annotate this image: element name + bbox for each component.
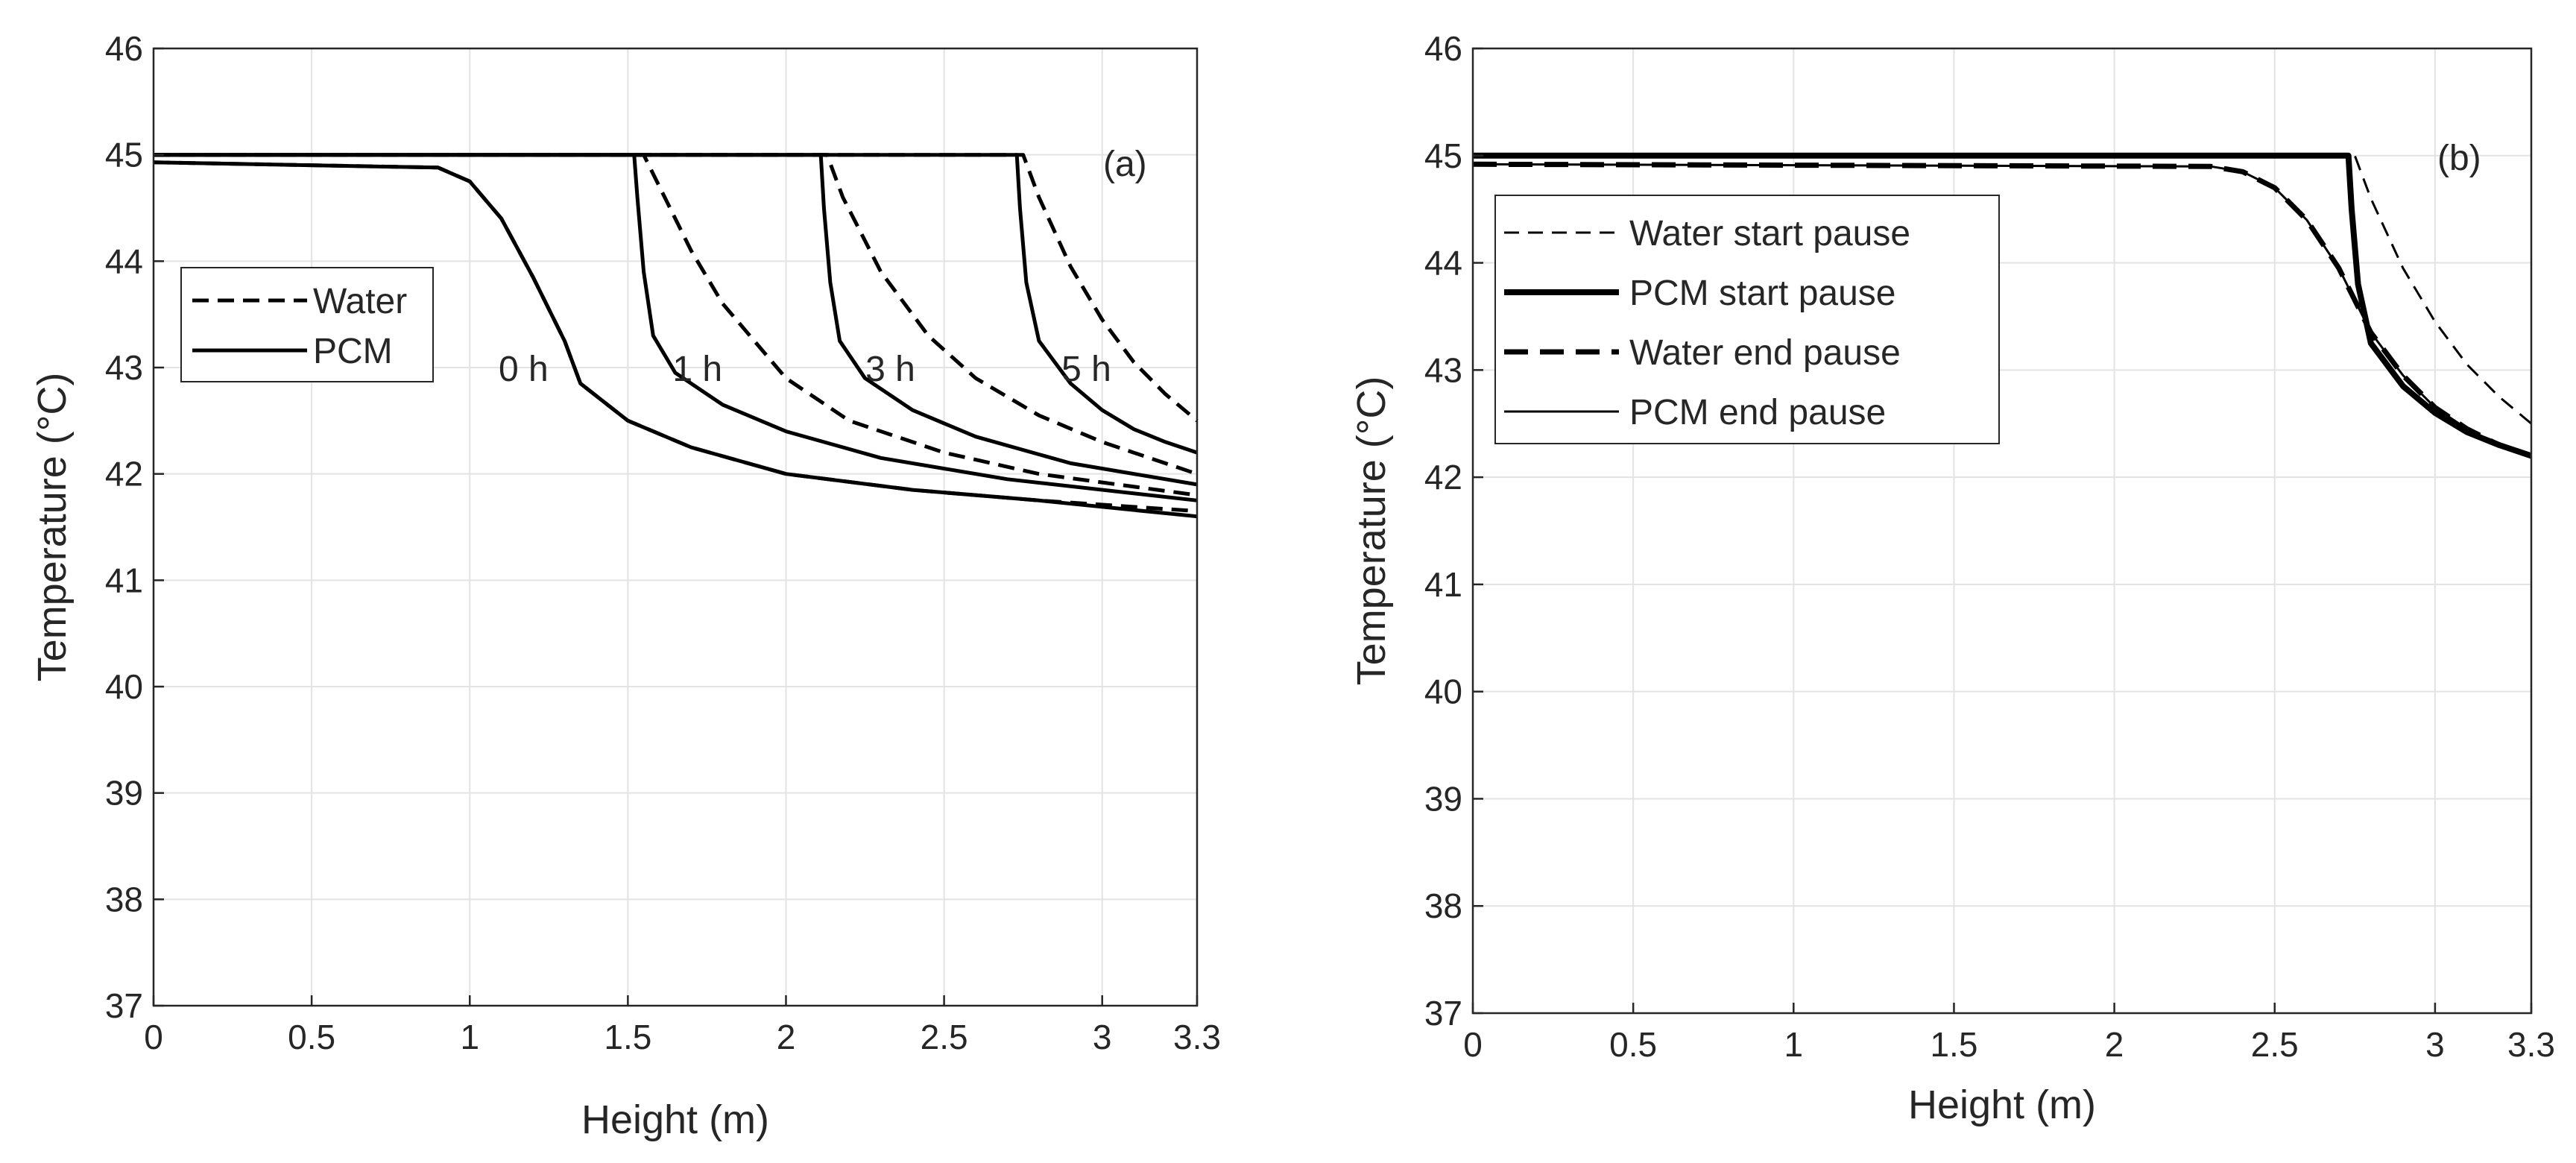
y-tick-label: 41 bbox=[105, 561, 143, 599]
curve-label-1-h: 1 h bbox=[672, 350, 722, 389]
panel-a-xticks: 0 0.5 1 1.5 2 2.5 3 3.3 bbox=[144, 995, 1221, 1056]
panel-a-legend: Water PCM bbox=[180, 267, 434, 382]
legend-label-water-end-pause: Water end pause bbox=[1629, 333, 1901, 373]
series-line-pcm-start-pause bbox=[1473, 152, 2533, 459]
panel-a: 0 0.5 1 1.5 2 2.5 3 3.3 37 38 39 40 41 42 43 44 45 46 He… bbox=[30, 29, 1221, 1142]
legend-label-water: Water bbox=[313, 282, 407, 321]
x-tick-label: 1 bbox=[1784, 1025, 1804, 1064]
y-tick-label: 45 bbox=[105, 136, 143, 174]
panel-b-legend: Water start pause PCM start pause Water … bbox=[1494, 195, 2000, 444]
panel-b-axes-box bbox=[1471, 47, 2533, 1015]
y-tick-label: 43 bbox=[105, 348, 143, 387]
legend-label-water-start-pause: Water start pause bbox=[1629, 214, 1910, 253]
x-tick-label: 1 bbox=[460, 1018, 479, 1056]
panel-b-xlabel: Height (m) bbox=[1908, 1082, 2096, 1127]
legend-label-pcm: PCM bbox=[313, 332, 393, 371]
y-tick-label: 46 bbox=[1424, 29, 1462, 68]
panel-b-grid bbox=[1472, 48, 2532, 1014]
x-tick-label: 3 bbox=[2425, 1025, 2445, 1064]
panel-a-legend-box bbox=[180, 267, 434, 382]
curve-label-5-h: 5 h bbox=[1061, 350, 1111, 389]
y-tick-label: 40 bbox=[105, 667, 143, 706]
y-tick-label: 40 bbox=[1424, 672, 1462, 711]
series-line-pcm-1-h bbox=[154, 153, 1198, 502]
series-line-pcm-3-h bbox=[154, 153, 1198, 487]
x-tick-label: 1.5 bbox=[1930, 1025, 1977, 1064]
curve-label-0-h: 0 h bbox=[499, 350, 549, 389]
x-tick-label: 2.5 bbox=[2251, 1025, 2299, 1064]
panel-b-ylabel: Temperature (°C) bbox=[1349, 376, 1394, 686]
x-tick-label: 3.3 bbox=[1173, 1018, 1221, 1056]
panel-b-series bbox=[1472, 152, 2533, 459]
y-tick-label: 41 bbox=[1424, 565, 1462, 604]
series-line-water-1-h bbox=[154, 153, 1198, 497]
x-tick-label: 2 bbox=[2105, 1025, 2124, 1064]
x-tick-label: 1.5 bbox=[604, 1018, 651, 1056]
y-tick-label: 37 bbox=[105, 986, 143, 1025]
x-tick-label: 2 bbox=[777, 1018, 796, 1056]
y-tick-label: 39 bbox=[1424, 779, 1462, 818]
series-line-water-start-pause bbox=[1473, 154, 2532, 425]
panel-a-xlabel: Height (m) bbox=[581, 1097, 769, 1142]
y-tick-label: 42 bbox=[1424, 458, 1462, 497]
series-line-water-5-h bbox=[154, 153, 1199, 423]
x-tick-label: 0 bbox=[1463, 1025, 1483, 1064]
curve-label-3-h: 3 h bbox=[865, 350, 915, 389]
panel-b-yticks: 37 38 39 40 41 42 43 44 45 46 bbox=[1424, 29, 1483, 1033]
y-tick-label: 44 bbox=[1424, 244, 1462, 283]
panel-a-yticks: 37 38 39 40 41 42 43 44 45 46 bbox=[105, 29, 164, 1025]
x-tick-label: 0 bbox=[144, 1018, 163, 1056]
panel-a-axes-box bbox=[152, 47, 1199, 1007]
legend-label-pcm-start-pause: PCM start pause bbox=[1629, 274, 1895, 313]
x-tick-label: 3.3 bbox=[2507, 1025, 2555, 1064]
series-line-pcm-0-h bbox=[153, 160, 1198, 519]
panel-a-ylabel: Temperature (°C) bbox=[30, 373, 75, 682]
x-tick-label: 0.5 bbox=[1609, 1025, 1657, 1064]
y-tick-label: 42 bbox=[105, 455, 143, 494]
panel-b-legend-box bbox=[1494, 195, 2000, 444]
y-tick-label: 43 bbox=[1424, 350, 1462, 389]
y-tick-label: 38 bbox=[105, 880, 143, 918]
y-tick-label: 46 bbox=[105, 29, 143, 68]
legend-label-pcm-end-pause: PCM end pause bbox=[1629, 393, 1886, 432]
series-line-pcm-5-h bbox=[154, 153, 1198, 455]
x-tick-label: 2.5 bbox=[921, 1018, 968, 1056]
panel-a-label: (a) bbox=[1103, 145, 1147, 184]
series-line-water-3-h bbox=[154, 153, 1198, 476]
panel-a-series bbox=[153, 153, 1199, 519]
y-tick-label: 44 bbox=[105, 242, 143, 280]
series-line-pcm-end-pause bbox=[1472, 163, 2532, 457]
panel-b-label: (b) bbox=[2437, 139, 2481, 178]
y-tick-label: 45 bbox=[1424, 136, 1462, 175]
y-tick-label: 39 bbox=[105, 774, 143, 813]
panel-b-xticks: 0 0.5 1 1.5 2 2.5 3 3.3 bbox=[1463, 1003, 2555, 1064]
y-tick-label: 37 bbox=[1424, 994, 1462, 1033]
panel-b: 0 0.5 1 1.5 2 2.5 3 3.3 37 38 39 40 41 42 43 44 45 46 He… bbox=[1349, 29, 2555, 1127]
panel-a-annotations: 0 h 1 h 3 h 5 h bbox=[499, 350, 1111, 389]
panel-a-grid bbox=[153, 48, 1198, 1006]
x-tick-label: 0.5 bbox=[288, 1018, 335, 1056]
x-tick-label: 3 bbox=[1093, 1018, 1112, 1056]
y-tick-label: 38 bbox=[1424, 886, 1462, 925]
